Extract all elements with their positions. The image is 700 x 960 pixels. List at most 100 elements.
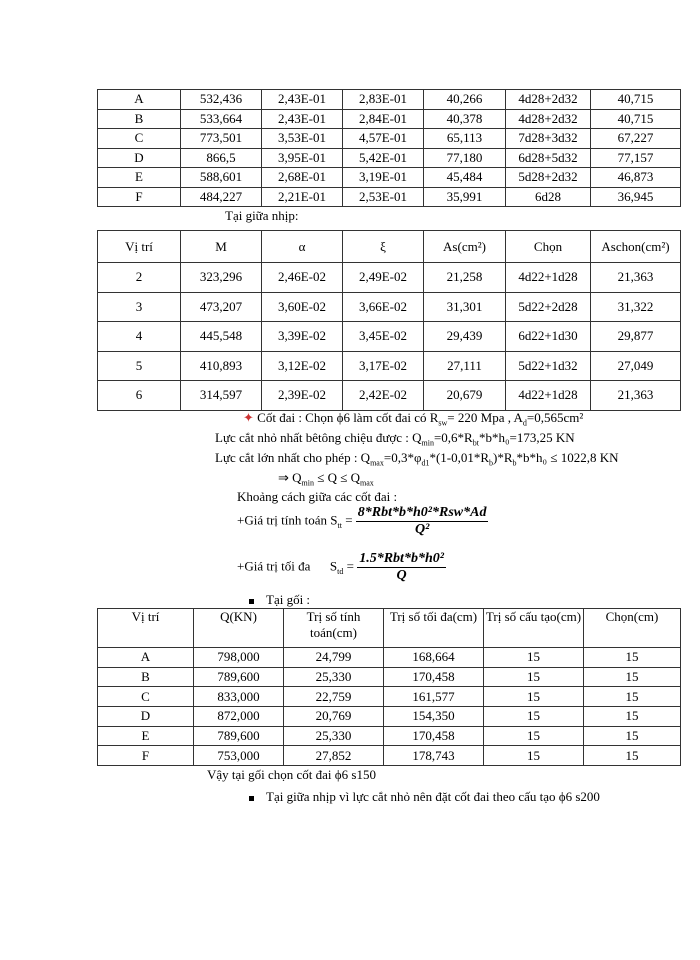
table-cell: 3,95E-01 [261,147,343,168]
table-cell: 323,296 [180,262,262,293]
table-row: A 798,000 24,799 168,664 15 15 [97,647,681,668]
table-cell: 46,873 [590,167,681,188]
table-cell: 15 [583,745,681,767]
table-cell: 178,743 [383,745,484,767]
table-cell: 15 [583,647,681,668]
table-cell: 2,39E-02 [261,380,343,411]
header-as: As(cm²) [423,230,506,263]
square-bullet-icon [249,598,254,604]
table-cell: 31,322 [590,291,681,322]
table-cell: 6d28+5d32 [505,147,591,168]
table-row: A 532,436 2,43E-01 2,83E-01 40,266 4d28+2d32 4… [97,89,681,110]
table-cell: 35,991 [423,186,506,207]
table-cell: 2,84E-01 [342,108,424,129]
table-cell: 168,664 [383,647,484,668]
table-cell: 27,049 [590,350,681,381]
table-cell: 27,111 [423,350,506,381]
table-cell: C [97,128,181,149]
table-cell: 45,484 [423,167,506,188]
header-alpha: α [261,230,343,263]
table-cell: 3,39E-02 [261,321,343,352]
table-cell: 24,799 [283,647,384,668]
table-cell: 21,363 [590,380,681,411]
midspan-note: Tại giữa nhịp vì lực cắt nhỏ nên đặt cốt… [249,789,600,805]
table-cell: 753,000 [193,745,284,767]
table-cell: 77,157 [590,147,681,168]
header-as-chosen: Aschon(cm²) [590,230,681,263]
table-cell: 3,12E-02 [261,350,343,381]
qmin-line: Lực cắt nhỏ nhất bêtông chiệu được : Qmi… [215,430,575,448]
table-cell: 154,350 [383,706,484,727]
table-row: 4 445,548 3,39E-02 3,45E-02 29,439 6d22+1d30 2… [97,321,681,352]
table-cell: 484,227 [180,186,262,207]
table-cell: 25,330 [283,725,384,747]
spacing-heading: Khoảng cách giữa các cốt đai : [237,489,398,504]
table-row: C 773,501 3,53E-01 4,57E-01 65,113 7d28+3d32 6… [97,128,681,149]
table-cell: 4d28+2d32 [505,108,591,129]
table-cell: B [97,666,194,688]
pinwheel-bullet-icon: ✦ [243,410,254,425]
table-cell: 3,66E-02 [342,291,424,322]
table-cell: 2,42E-02 [342,380,424,411]
table-cell: 2 [97,262,181,293]
table-cell: 29,439 [423,321,506,352]
table-row: B 533,664 2,43E-01 2,84E-01 40,378 4d28+2d32 4… [97,108,681,129]
table-row: B 789,600 25,330 170,458 15 15 [97,666,681,688]
table-cell: 40,715 [590,108,681,129]
table-cell: 2,68E-01 [261,167,343,188]
q-condition: ⇒ Qmin ≤ Q ≤ Qmax [278,470,374,488]
support-heading: Tại gối : [249,592,310,608]
table-cell: 15 [483,745,584,767]
table-cell: 15 [483,706,584,727]
table-cell: 3 [97,291,181,322]
table-cell: F [97,745,194,767]
table-row: F 484,227 2,21E-01 2,53E-01 35,991 6d28 36,945 [97,186,681,207]
table-cell: C [97,686,194,708]
table-row: D 872,000 20,769 154,350 15 15 [97,706,681,727]
table-cell: 170,458 [383,666,484,688]
table-cell: 6 [97,380,181,411]
table-cell: 5d22+1d32 [505,350,591,381]
conclusion-text: Vậy tại gối chọn cốt đai ϕ6 s150 [207,767,376,782]
table-row: 6 314,597 2,39E-02 2,42E-02 20,679 4d22+1d28 2… [97,380,681,411]
header-xi: ξ [342,230,424,263]
table-cell: 15 [483,647,584,668]
table-row: F 753,000 27,852 178,743 15 15 [97,745,681,767]
table-cell: 866,5 [180,147,262,168]
table-cell: 532,436 [180,89,262,110]
table-cell: 773,501 [180,128,262,149]
table-cell: A [97,89,181,110]
table-cell: 3,60E-02 [261,291,343,322]
header-choice: Chọn [505,230,591,263]
table-cell: B [97,108,181,129]
header-maximum: Trị số tối đa(cm) [383,608,484,648]
table-cell: 2,21E-01 [261,186,343,207]
table-cell: 31,301 [423,291,506,322]
table-cell: 2,53E-01 [342,186,424,207]
table-row: 2 323,296 2,46E-02 2,49E-02 21,258 4d22+1d28 2… [97,262,681,293]
table-cell: 36,945 [590,186,681,207]
calc-spacing-formula: +Giá trị tính toán Stt = 8*Rbt*b*h0²*Rsw… [237,505,489,537]
table-cell: 65,113 [423,128,506,149]
table-cell: 15 [583,666,681,688]
table-cell: 4,57E-01 [342,128,424,149]
table-cell: 3,19E-01 [342,167,424,188]
table-row: 5 410,893 3,12E-02 3,17E-02 27,111 5d22+1d32 2… [97,350,681,381]
table-cell: 789,600 [193,725,284,747]
table-row: D 866,5 3,95E-01 5,42E-01 77,180 6d28+5d32 77,… [97,147,681,168]
max-spacing-formula: +Giá trị tối đa Std = 1.5*Rbt*b*h0² Q [237,551,446,583]
table-cell: A [97,647,194,668]
table-cell: 7d28+3d32 [505,128,591,149]
table-cell: 4d22+1d28 [505,380,591,411]
table-cell: 15 [483,725,584,747]
table-cell: 2,43E-01 [261,108,343,129]
table-cell: 15 [583,725,681,747]
table-cell: 161,577 [383,686,484,708]
table-cell: 314,597 [180,380,262,411]
header-q: Q(KN) [193,608,284,648]
table-cell: D [97,147,181,168]
table-row: 3 473,207 3,60E-02 3,66E-02 31,301 5d22+2d28 3… [97,291,681,322]
table-cell: 15 [483,666,584,688]
